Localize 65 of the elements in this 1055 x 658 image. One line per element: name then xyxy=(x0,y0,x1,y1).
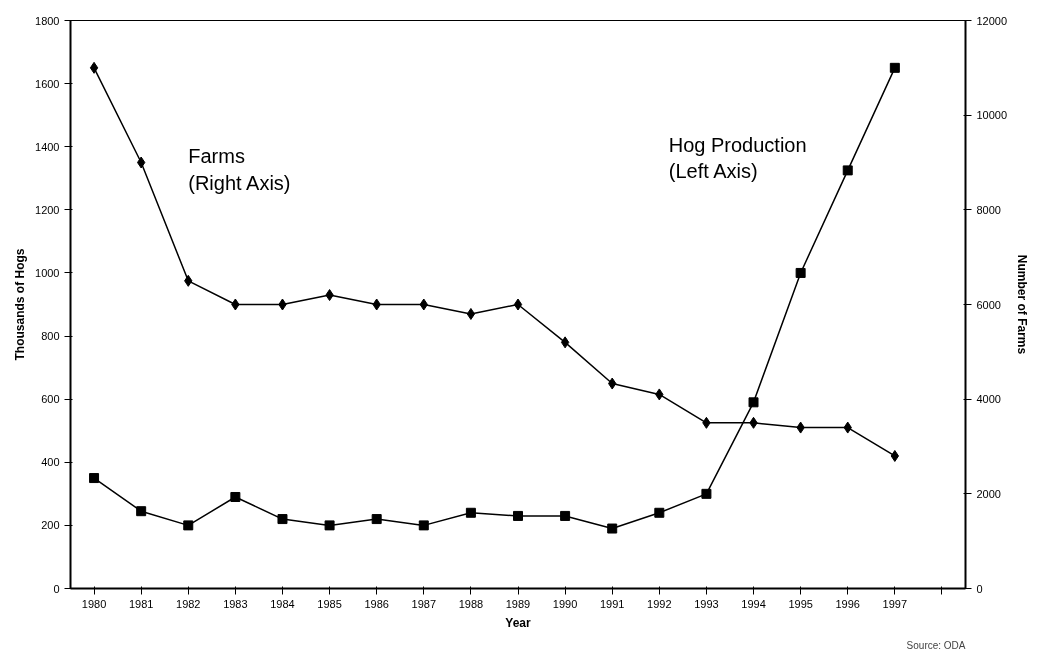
x-tick-label: 1980 xyxy=(81,597,107,610)
y-tick-label: 400 xyxy=(41,456,60,469)
x-tick-label: 1994 xyxy=(741,597,766,610)
x-tick-label: 1996 xyxy=(835,597,860,610)
point xyxy=(136,506,147,517)
series-label: Farms (Right Axis) xyxy=(188,145,291,194)
y2-tick-label: 4000 xyxy=(976,393,1001,406)
point xyxy=(513,298,523,311)
point xyxy=(513,510,523,521)
point xyxy=(654,507,665,518)
x-tick-label: 1995 xyxy=(788,597,813,610)
point xyxy=(890,449,900,462)
point xyxy=(277,514,288,525)
point xyxy=(230,491,241,502)
y-tick-label: 600 xyxy=(41,393,60,406)
point xyxy=(701,488,712,499)
point xyxy=(560,510,571,521)
y-tick-label: 1200 xyxy=(35,203,60,216)
y2-tick-label: 12000 xyxy=(976,14,1008,27)
y2-axis-title: Number of Farms xyxy=(1015,254,1030,355)
y-tick-label: 1400 xyxy=(35,140,60,153)
y-tick-label: 1800 xyxy=(35,14,60,27)
point xyxy=(466,307,476,320)
y-tick-label: 0 xyxy=(53,582,60,595)
x-axis-title: Year xyxy=(505,615,532,630)
x-tick-label: 1986 xyxy=(364,597,389,610)
y-tick-label: 200 xyxy=(41,519,60,532)
point xyxy=(889,62,900,73)
y-tick-label: 1600 xyxy=(35,77,60,90)
x-tick-label: 1997 xyxy=(882,597,908,610)
point xyxy=(842,165,853,176)
point xyxy=(89,473,100,484)
y-axis-title: Thousands of Hogs xyxy=(13,248,28,361)
y2-tick-label: 0 xyxy=(976,582,983,595)
point xyxy=(607,523,618,534)
point xyxy=(136,156,146,169)
y-tick-label: 1000 xyxy=(35,266,60,279)
point xyxy=(371,514,382,525)
x-tick-label: 1988 xyxy=(458,597,484,610)
series-label: Hog Production (Left Axis) xyxy=(668,134,807,183)
point xyxy=(324,520,335,531)
y2-tick-label: 6000 xyxy=(976,298,1001,311)
source-note: Source: ODA xyxy=(906,639,966,651)
x-tick-label: 1984 xyxy=(270,597,295,610)
x-tick-label: 1983 xyxy=(223,597,248,610)
point xyxy=(560,336,570,349)
x-tick-label: 1989 xyxy=(505,597,531,610)
point xyxy=(89,61,99,74)
point xyxy=(465,507,476,518)
x-tick-label: 1985 xyxy=(317,597,342,610)
y-tick-label: 800 xyxy=(41,330,60,343)
x-tick-label: 1987 xyxy=(411,597,437,610)
x-tick-label: 1981 xyxy=(128,597,154,610)
y2-tick-label: 8000 xyxy=(976,203,1001,216)
point xyxy=(795,267,806,278)
point xyxy=(183,520,194,531)
x-tick-label: 1990 xyxy=(552,597,578,610)
y2-tick-label: 10000 xyxy=(976,109,1008,122)
point xyxy=(748,397,759,408)
x-tick-label: 1993 xyxy=(694,597,719,610)
x-tick-label: 1982 xyxy=(176,597,201,610)
x-tick-label: 1992 xyxy=(647,597,672,610)
y2-tick-label: 2000 xyxy=(976,487,1001,500)
point xyxy=(418,520,429,531)
x-tick-label: 1991 xyxy=(599,597,625,610)
